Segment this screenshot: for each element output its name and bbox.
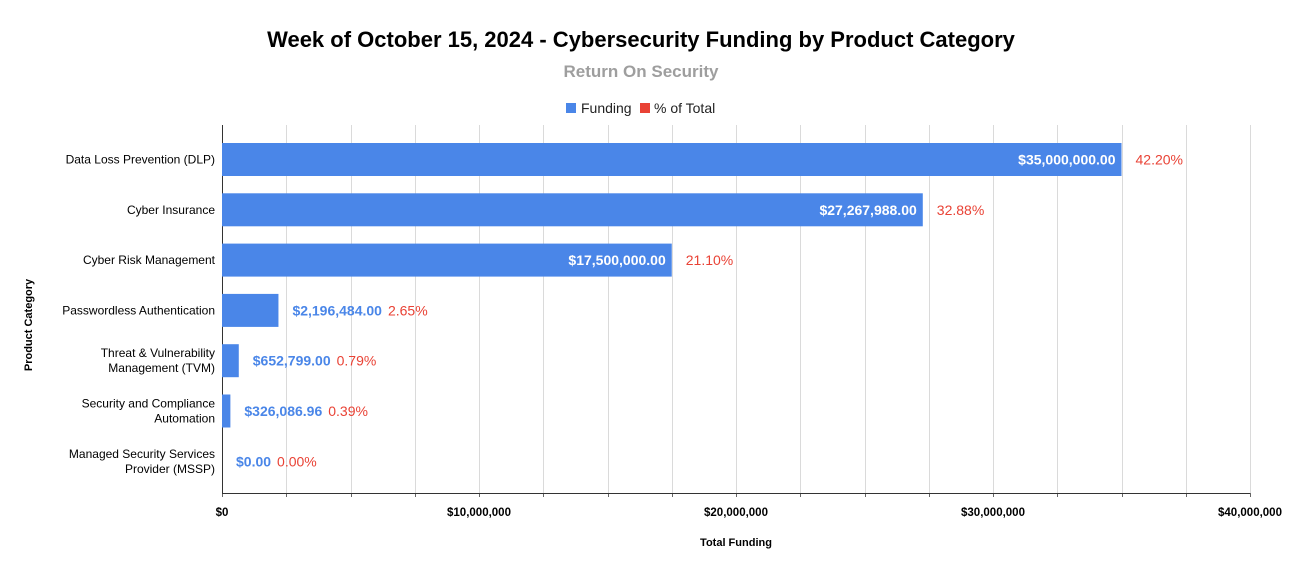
category-label: Automation bbox=[154, 412, 215, 426]
x-tick-label: $10,000,000 bbox=[447, 507, 511, 519]
bar-funding bbox=[222, 293, 279, 327]
bar-funding bbox=[222, 394, 231, 428]
category-label: Security and Compliance bbox=[82, 397, 216, 411]
y-axis-title: Product Category bbox=[23, 278, 35, 371]
x-tick-label: $20,000,000 bbox=[704, 507, 768, 519]
chart-subtitle: Return On Security bbox=[564, 62, 719, 81]
chart-title: Week of October 15, 2024 - Cybersecurity… bbox=[267, 27, 1016, 52]
percent-label: 2.65% bbox=[388, 302, 428, 318]
legend-funding-swatch bbox=[566, 103, 576, 113]
category-label: Data Loss Prevention (DLP) bbox=[66, 153, 215, 167]
legend-pct-swatch bbox=[640, 103, 650, 113]
category-label: Threat & Vulnerability bbox=[101, 346, 215, 360]
funding-value-label: $0.00 bbox=[236, 453, 271, 469]
category-label: Cyber Risk Management bbox=[83, 253, 216, 267]
bar-funding bbox=[222, 344, 239, 378]
category-labels: Data Loss Prevention (DLP) Cyber Insuranc… bbox=[62, 153, 215, 476]
funding-value-label: $326,086.96 bbox=[244, 403, 322, 419]
x-tick-label: $0 bbox=[216, 507, 229, 519]
x-tick-label: $40,000,000 bbox=[1218, 507, 1282, 519]
legend-pct-label: % of Total bbox=[654, 100, 715, 116]
category-label: Management (TVM) bbox=[108, 361, 215, 375]
category-label: Cyber Insurance bbox=[127, 203, 215, 217]
funding-value-label: $2,196,484.00 bbox=[292, 302, 382, 318]
bar-funding bbox=[222, 143, 1122, 176]
percent-label: 42.20% bbox=[1136, 152, 1183, 168]
bar-funding bbox=[222, 243, 672, 277]
percent-label: 0.00% bbox=[277, 453, 317, 469]
percent-label: 21.10% bbox=[686, 252, 733, 268]
category-label: Managed Security Services bbox=[69, 447, 215, 461]
percent-label: 0.79% bbox=[337, 353, 377, 369]
legend-funding-label: Funding bbox=[581, 100, 632, 116]
percent-label: 32.88% bbox=[937, 202, 984, 218]
category-label: Passwordless Authentication bbox=[62, 303, 215, 317]
x-tick-labels: $0 $10,000,000 $20,000,000 $30,000,000 $40,0… bbox=[216, 507, 1282, 519]
category-label: Provider (MSSP) bbox=[125, 462, 215, 476]
bars bbox=[222, 143, 1122, 428]
percent-label: 0.39% bbox=[328, 403, 368, 419]
funding-value-label: $17,500,000.00 bbox=[568, 252, 666, 268]
funding-value-label: $27,267,988.00 bbox=[819, 202, 917, 218]
x-axis-title: Total Funding bbox=[700, 537, 772, 549]
x-tick-label: $30,000,000 bbox=[961, 507, 1025, 519]
legend: Funding % of Total bbox=[566, 100, 715, 116]
funding-value-label: $35,000,000.00 bbox=[1018, 152, 1116, 168]
funding-value-label: $652,799.00 bbox=[253, 353, 331, 369]
bar-funding bbox=[222, 193, 923, 227]
data-labels: $35,000,000.00 42.20% $27,267,988.00 32.88%… bbox=[236, 152, 1183, 470]
